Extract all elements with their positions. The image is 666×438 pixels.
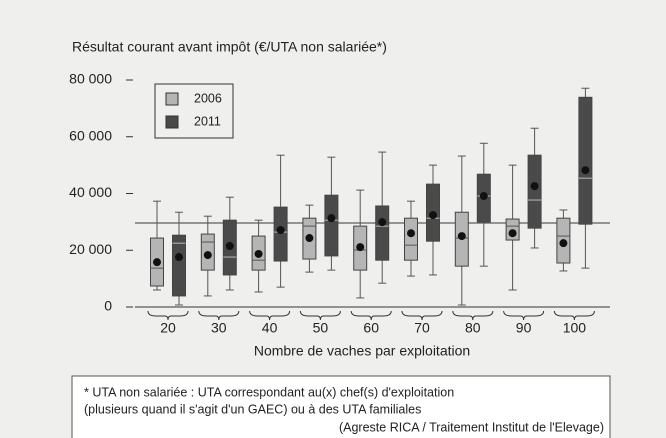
- x-tick-label: 90: [516, 320, 532, 336]
- legend-swatch: [165, 92, 179, 106]
- box: [578, 96, 593, 225]
- mean: [327, 214, 336, 223]
- mean: [153, 258, 161, 267]
- mean: [429, 211, 437, 220]
- x-tick-label: 40: [262, 320, 278, 336]
- x-tick-label: 80: [465, 320, 481, 336]
- legend-box: [154, 83, 234, 139]
- group-brace: [147, 310, 189, 321]
- y-tick-label: 80 000: [69, 71, 112, 87]
- x-axis-label: Nombre de vaches par exploitation: [254, 343, 470, 359]
- mean: [407, 229, 415, 238]
- mean: [508, 229, 517, 238]
- mean: [203, 251, 212, 260]
- group-brace: [553, 310, 595, 321]
- box: [404, 217, 418, 261]
- x-tick-label: 60: [363, 320, 379, 336]
- x-tick-label: 70: [414, 320, 430, 336]
- x-tick-label: 20: [160, 320, 176, 336]
- mean: [581, 166, 590, 175]
- legend-label: 2011: [194, 114, 221, 128]
- footnote-line: * UTA non salariée : UTA correspondant a…: [84, 385, 454, 399]
- mean: [378, 218, 387, 227]
- source: (Agreste RICA / Traitement Institut de l…: [339, 420, 604, 434]
- group-brace: [299, 310, 341, 321]
- x-tick-label: 50: [313, 320, 329, 336]
- mean: [356, 243, 365, 252]
- mean: [305, 234, 314, 243]
- footnote-line: (plusieurs quand il s'agit d'un GAEC) ou…: [84, 402, 421, 416]
- group-brace: [452, 310, 494, 321]
- mean: [559, 239, 568, 248]
- box: [527, 154, 542, 229]
- footnote-box: [71, 375, 611, 438]
- mean: [254, 249, 263, 258]
- box: [172, 234, 186, 297]
- y-tick-label: 60 000: [69, 127, 112, 143]
- mean: [457, 232, 466, 241]
- legend-label: 2006: [194, 91, 222, 105]
- mean: [276, 226, 285, 235]
- group-brace: [401, 310, 443, 321]
- box: [324, 194, 339, 257]
- x-tick-label: 100: [563, 320, 587, 336]
- group-brace: [503, 310, 545, 321]
- mean: [530, 182, 539, 191]
- mean: [479, 192, 488, 201]
- group-brace: [198, 310, 240, 321]
- y-tick-label: 0: [104, 298, 112, 314]
- mean: [225, 241, 234, 250]
- legend-swatch: [165, 115, 179, 129]
- group-brace: [249, 310, 291, 321]
- y-tick-label: 40 000: [69, 184, 112, 200]
- chart-title: Résultat courant avant impôt (€/UTA non …: [72, 39, 387, 55]
- box: [375, 205, 390, 261]
- group-brace: [350, 310, 392, 321]
- mean: [175, 253, 183, 262]
- x-tick-label: 30: [211, 320, 227, 336]
- y-tick-label: 20 000: [69, 241, 112, 257]
